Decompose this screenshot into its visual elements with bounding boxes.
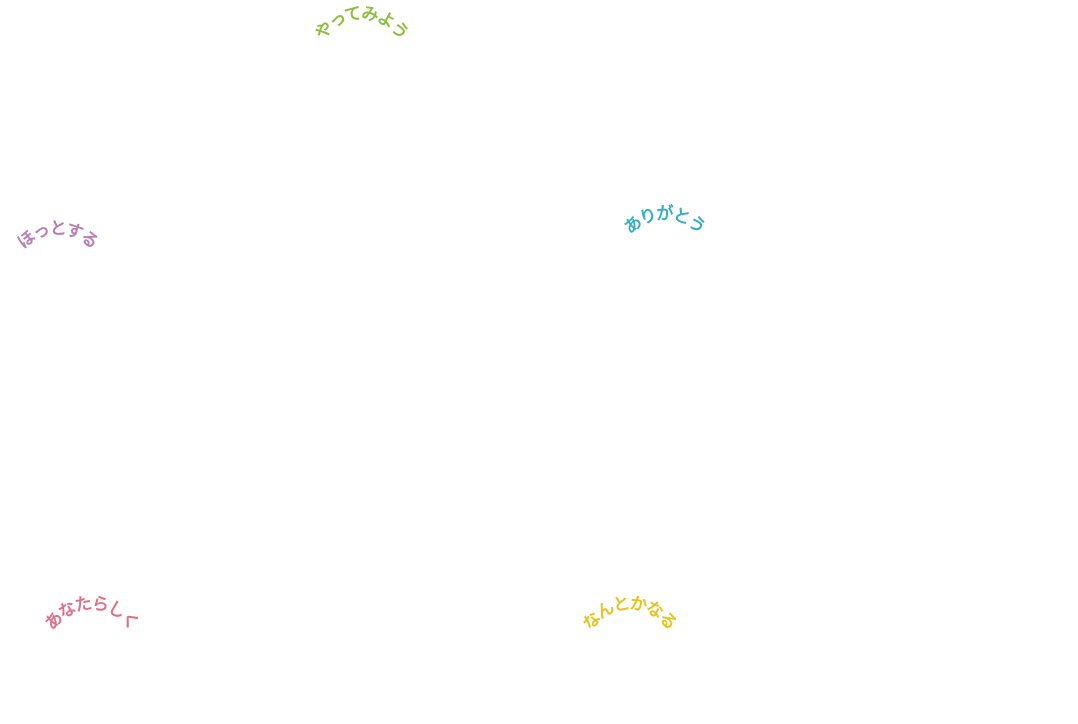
svg-text:やってみよう: やってみよう (312, 3, 413, 43)
svg-text:ほっとする: ほっとする (14, 219, 102, 253)
category-label: あなたらしく (41, 593, 142, 634)
category-label: ほっとする (14, 219, 102, 253)
svg-text:ありがとう: ありがとう (621, 203, 710, 238)
category-label: なんとかなる (579, 593, 680, 634)
svg-text:あなたらしく: あなたらしく (41, 593, 142, 634)
category-label: やってみよう (312, 3, 413, 43)
category-label: ありがとう (621, 203, 710, 238)
svg-text:なんとかなる: なんとかなる (579, 593, 680, 634)
